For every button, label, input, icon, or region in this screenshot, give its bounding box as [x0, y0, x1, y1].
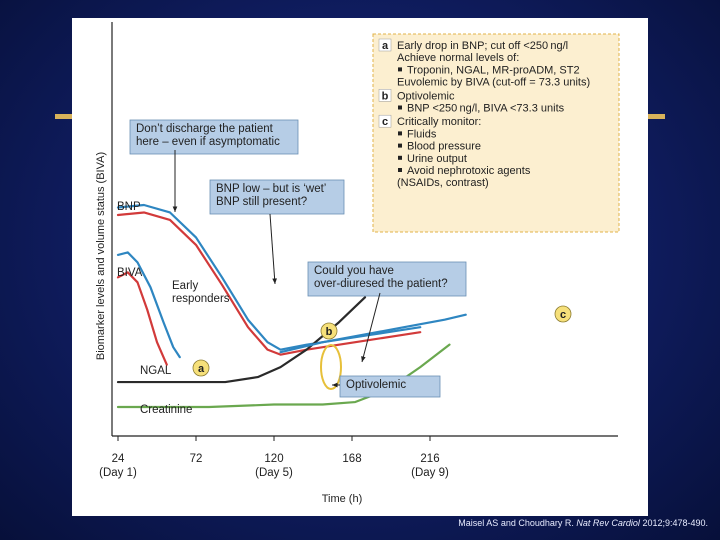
- discharge-arrow-head: [172, 206, 178, 212]
- series-line-2: [116, 251, 181, 359]
- c-marker: c: [554, 305, 572, 323]
- optivolemic-highlight: [320, 344, 342, 390]
- info-box-frame: [372, 33, 620, 233]
- overdiuresed-arrow-head: [361, 356, 366, 362]
- c-marker-circle: [554, 305, 572, 323]
- x-tick-label: 24: [112, 453, 125, 465]
- ngal-label: NGAL: [140, 365, 172, 377]
- citation-authors: Maisel AS and Choudhary R.: [458, 518, 574, 528]
- x-tick-sublabel: (Day 1): [99, 467, 137, 479]
- x-tick-sublabel: (Day 9): [411, 467, 449, 479]
- biva-label: BIVA: [117, 267, 143, 279]
- info-line: Critically monitor:: [397, 116, 481, 128]
- a-marker-circle: [192, 359, 210, 377]
- series-line-3: [116, 271, 168, 366]
- info-letter: a: [382, 40, 389, 52]
- wet-bnp-callout-text: BNP still present?: [216, 196, 307, 208]
- y-axis-title: Biomarker levels and volume status (BIVA…: [95, 152, 107, 360]
- discharge-callout-text: Don’t discharge the patient: [136, 123, 274, 135]
- info-bullet: [398, 168, 402, 172]
- info-line: Avoid nephrotoxic agents: [407, 165, 531, 177]
- discharge-callout-text: here – even if asymptomatic: [136, 136, 280, 148]
- x-tick-label: 168: [342, 453, 361, 465]
- info-line: Blood pressure: [407, 141, 481, 153]
- x-tick-label: 216: [420, 453, 439, 465]
- wet-bnp-callout-box: [209, 179, 345, 215]
- x-tick-label: 72: [190, 453, 203, 465]
- b-marker-letter: b: [326, 326, 333, 338]
- b-marker-circle: [320, 322, 338, 340]
- overdiuresed-arrow-shaft: [361, 292, 381, 363]
- b-marker: b: [320, 322, 338, 340]
- info-letter-box: [378, 38, 392, 52]
- wet-bnp-callout: BNP low – but is ‘wet’BNP still present?: [209, 179, 345, 215]
- overdiuresed-arrow: [361, 292, 381, 363]
- info-bullet: [398, 105, 402, 110]
- c-marker-letter: c: [560, 309, 566, 321]
- optivolemic-arrow: [332, 382, 340, 388]
- info-line: Early drop in BNP; cut off <250 ng/l: [397, 40, 568, 52]
- wet-bnp-callout-text: BNP low – but is ‘wet’: [216, 183, 326, 195]
- citation-ref: 2012;9:478-490.: [642, 518, 708, 528]
- series-line-0: [116, 203, 422, 351]
- info-letter-badge-c: c: [378, 114, 392, 128]
- discharge-callout-box: [129, 119, 299, 155]
- info-bullet: [398, 143, 402, 148]
- a-marker: a: [192, 359, 210, 377]
- info-line: Fluids: [407, 128, 437, 140]
- wet-bnp-arrow-head: [272, 278, 277, 284]
- creatinine-label: Creatinine: [140, 404, 192, 416]
- series-line-1: [116, 211, 422, 356]
- info-bullet: [398, 131, 402, 136]
- info-letter-box: [378, 89, 392, 102]
- info-line: Euvolemic by BIVA (cut-off = 73.3 units): [397, 77, 590, 89]
- wet-bnp-arrow: [269, 213, 277, 285]
- discharge-arrow: [172, 150, 178, 212]
- wet-bnp-arrow-shaft: [269, 213, 276, 285]
- info-line: Optivolemic: [397, 90, 455, 102]
- overdiuresed-callout-text: Could you have: [314, 265, 394, 277]
- info-line: BNP <250 ng/l, BIVA <73.3 units: [407, 103, 565, 115]
- x-axis-title: Time (h): [322, 493, 363, 505]
- info-letter-badge-b: b: [378, 89, 392, 102]
- a-marker-letter: a: [198, 363, 205, 375]
- info-line: Achieve normal levels of:: [397, 52, 519, 64]
- info-line: Urine output: [407, 153, 467, 165]
- bnp-label: BNP: [117, 201, 141, 213]
- citation: Maisel AS and Choudhary R. Nat Rev Cardi…: [458, 518, 708, 528]
- info-letter-badge-a: a: [378, 38, 392, 52]
- info-box: a Early drop in BNP; cut off <250 ng/lAch…: [372, 33, 620, 233]
- info-bullet: [398, 155, 402, 160]
- overdiuresed-callout-box: [307, 261, 467, 297]
- optivolemic-arrow-head: [332, 382, 338, 388]
- info-line: Troponin, NGAL, MR-proADM, ST2: [407, 64, 580, 76]
- optivolemic-callout-box: [339, 375, 441, 398]
- citation-journal: Nat Rev Cardiol: [576, 518, 640, 528]
- info-letter: b: [382, 90, 389, 102]
- series-line-6: [279, 313, 467, 354]
- info-letter-box: [378, 114, 392, 128]
- x-tick-label: 120: [264, 453, 283, 465]
- early-responders-label: Early: [172, 280, 198, 292]
- overdiuresed-callout-text: over-diuresed the patient?: [314, 278, 448, 290]
- info-bullet: [398, 67, 402, 72]
- optivolemic-callout: Optivolemic: [339, 375, 441, 398]
- optivolemic-callout-text: Optivolemic: [346, 379, 406, 391]
- early-responders-label: responders: [172, 293, 230, 305]
- x-tick-sublabel: (Day 5): [255, 467, 293, 479]
- series-line-5: [116, 343, 451, 409]
- info-letter: c: [382, 116, 388, 128]
- info-line: (NSAIDs, contrast): [397, 177, 489, 189]
